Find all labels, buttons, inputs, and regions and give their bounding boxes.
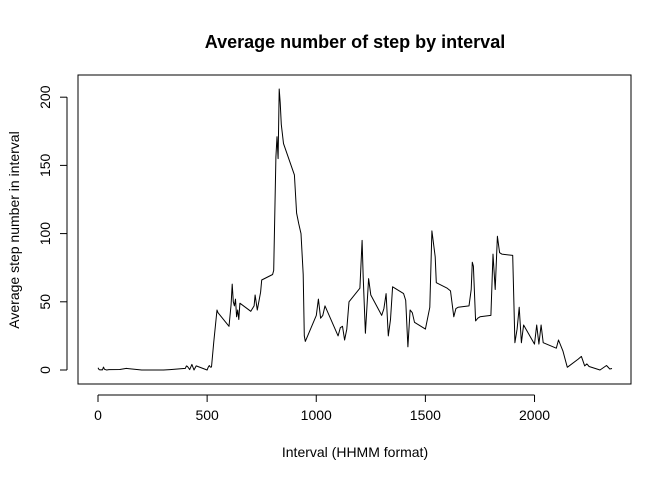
y-axis: 0 50 100 150 200 bbox=[37, 85, 68, 374]
x-tick-label: 1000 bbox=[301, 407, 332, 423]
x-axis: 0 500 1000 1500 2000 bbox=[94, 394, 550, 423]
y-tick-label: 100 bbox=[37, 222, 53, 246]
chart-title: Average number of step by interval bbox=[205, 32, 505, 52]
x-axis-label: Interval (HHMM format) bbox=[282, 444, 428, 460]
x-tick-label: 2000 bbox=[519, 407, 550, 423]
x-tick-label: 1500 bbox=[410, 407, 441, 423]
y-tick-label: 50 bbox=[37, 294, 53, 310]
series-line bbox=[97, 88, 613, 371]
x-tick-label: 500 bbox=[195, 407, 219, 423]
plot-box bbox=[77, 74, 632, 385]
x-tick-label: 0 bbox=[94, 407, 102, 423]
series-group bbox=[97, 88, 613, 371]
y-tick-label: 0 bbox=[37, 366, 53, 374]
y-tick-label: 150 bbox=[37, 153, 53, 177]
y-axis-label: Average step number in interval bbox=[6, 131, 22, 328]
y-tick-label: 200 bbox=[37, 85, 53, 109]
